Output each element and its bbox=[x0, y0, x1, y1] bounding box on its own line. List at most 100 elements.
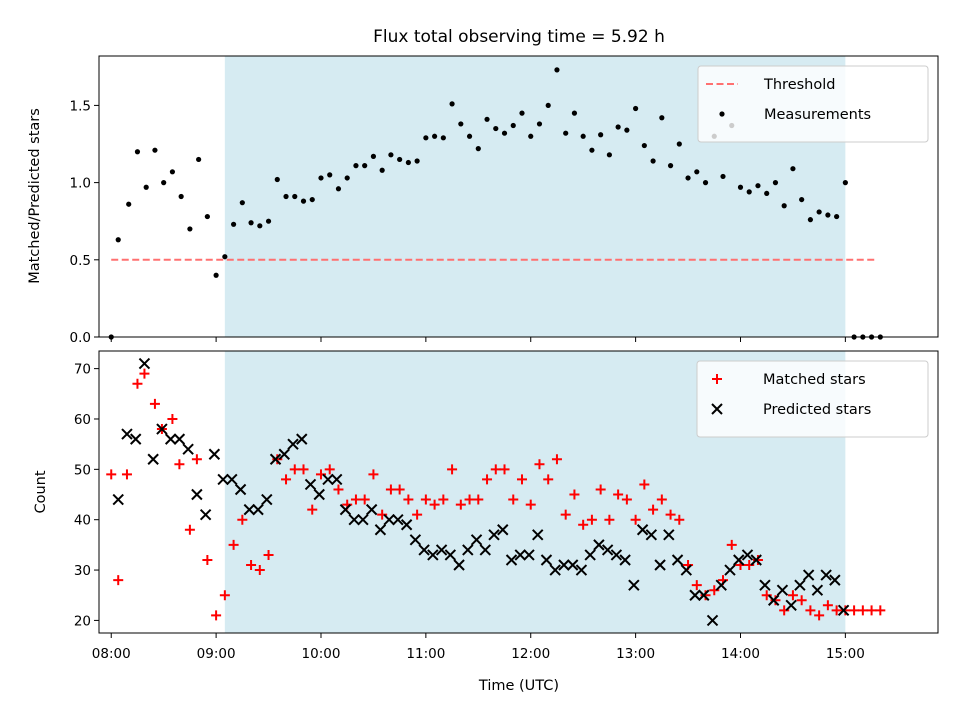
measurement-point bbox=[746, 189, 752, 195]
measurement-point bbox=[816, 209, 822, 215]
measurement-point bbox=[309, 196, 315, 203]
matched-star-point bbox=[656, 494, 667, 505]
predicted-star-point bbox=[296, 433, 308, 445]
matched-star-point bbox=[700, 590, 711, 601]
matched-star-point bbox=[586, 514, 597, 525]
predicted-star-point bbox=[173, 433, 186, 445]
matched-star-point bbox=[307, 504, 318, 515]
x-tick-label: 12:00 bbox=[511, 646, 550, 662]
predicted-star-point bbox=[794, 579, 806, 591]
measurement-point bbox=[379, 167, 385, 173]
predicted-star-point bbox=[523, 549, 535, 561]
predicted-star-point bbox=[514, 549, 526, 561]
measurement-point bbox=[239, 200, 245, 206]
matched-star-point bbox=[202, 554, 213, 565]
matched-star-point bbox=[132, 378, 143, 389]
measurement-point bbox=[615, 124, 621, 130]
predicted-star-point bbox=[479, 544, 491, 556]
predicted-star-point bbox=[724, 564, 736, 576]
bottom-y-ticks: 20 30 40 50 60 70 bbox=[74, 362, 99, 629]
predicted-star-point bbox=[453, 559, 465, 571]
top-legend: Threshold Measurements bbox=[697, 65, 929, 143]
matched-star-point bbox=[639, 479, 650, 490]
measurement-point bbox=[799, 196, 805, 203]
measurement-point bbox=[370, 153, 377, 159]
matched-star-point bbox=[604, 514, 615, 525]
measurement-point bbox=[274, 176, 280, 183]
predicted-star-point bbox=[505, 554, 518, 566]
predicted-star-point bbox=[619, 554, 631, 566]
matched-star-point bbox=[184, 524, 195, 535]
predicted-star-point bbox=[269, 453, 282, 465]
predicted-star-point bbox=[427, 549, 439, 561]
matched-star-point bbox=[814, 610, 825, 621]
matched-star-point bbox=[403, 494, 414, 505]
predicted-star-point bbox=[488, 529, 500, 541]
matched-star-point bbox=[298, 464, 309, 475]
predicted-star-point bbox=[348, 513, 360, 526]
matched-star-point bbox=[613, 489, 624, 500]
matched-star-point bbox=[770, 595, 781, 606]
measurement-point bbox=[641, 142, 647, 149]
legend-box bbox=[697, 65, 929, 143]
predicted-star-point bbox=[566, 559, 579, 571]
matched-star-point bbox=[263, 549, 274, 560]
matched-star-point bbox=[482, 474, 493, 485]
predicted-star-point bbox=[671, 554, 684, 566]
predicted-star-point bbox=[287, 438, 299, 450]
measurement-point bbox=[545, 102, 551, 109]
predicted-star-point bbox=[331, 473, 343, 486]
measurement-point bbox=[327, 172, 333, 178]
matched-star-point bbox=[543, 474, 554, 485]
legend-matched-swatch bbox=[712, 374, 722, 384]
legend-measurement-swatch bbox=[719, 111, 725, 117]
matched-star-point bbox=[324, 464, 335, 475]
matched-star-point bbox=[499, 464, 510, 475]
matched-star-point bbox=[191, 454, 202, 465]
x-tick-label: 09:00 bbox=[197, 646, 236, 662]
measurement-point bbox=[755, 183, 761, 189]
measurement-point bbox=[178, 193, 184, 200]
predicted-star-point bbox=[558, 559, 570, 571]
predicted-star-point bbox=[584, 549, 596, 561]
measurement-point bbox=[606, 152, 612, 158]
measurement-point bbox=[126, 201, 132, 207]
bottom-legend: Matched stars Predicted stars bbox=[696, 360, 929, 438]
matched-star-point bbox=[211, 610, 222, 621]
measurement-point bbox=[633, 105, 639, 112]
predicted-star-point bbox=[733, 554, 745, 566]
measurement-point bbox=[169, 169, 176, 175]
measurement-point bbox=[143, 184, 149, 190]
matched-star-point bbox=[174, 459, 185, 470]
predicted-star-point bbox=[252, 503, 264, 516]
predicted-star-point bbox=[199, 508, 212, 521]
measurement-point bbox=[624, 127, 630, 133]
predicted-star-point bbox=[435, 544, 448, 556]
legend-box bbox=[696, 360, 929, 438]
matched-star-point bbox=[333, 484, 344, 495]
measurement-point bbox=[397, 156, 403, 163]
measurement-point bbox=[571, 110, 578, 116]
x-tick-label: 15:00 bbox=[826, 646, 865, 662]
matched-star-point bbox=[420, 494, 431, 505]
matched-star-point bbox=[849, 605, 860, 616]
top-y-ticks: 0.0 0.5 1.0 1.5 bbox=[70, 98, 99, 346]
matched-star-point bbox=[508, 494, 519, 505]
matched-star-point bbox=[359, 494, 370, 505]
measurement-point bbox=[344, 175, 350, 181]
predicted-star-point bbox=[400, 519, 413, 531]
predicted-star-point bbox=[610, 549, 623, 561]
top-axes-frame bbox=[98, 55, 939, 338]
matched-star-point bbox=[569, 489, 580, 500]
matched-star-point bbox=[121, 469, 132, 480]
measurement-point bbox=[283, 193, 289, 200]
measurement-point bbox=[580, 133, 586, 139]
matched-star-point bbox=[822, 600, 833, 611]
measurement-point bbox=[764, 190, 770, 197]
measurement-point bbox=[265, 218, 272, 224]
predicted-star-point bbox=[593, 539, 605, 551]
matched-star-point bbox=[674, 514, 685, 525]
predicted-star-point bbox=[654, 559, 666, 571]
predicted-star-point bbox=[357, 513, 369, 526]
top-y-axis-label: Matched/Predicted stars bbox=[27, 108, 43, 284]
